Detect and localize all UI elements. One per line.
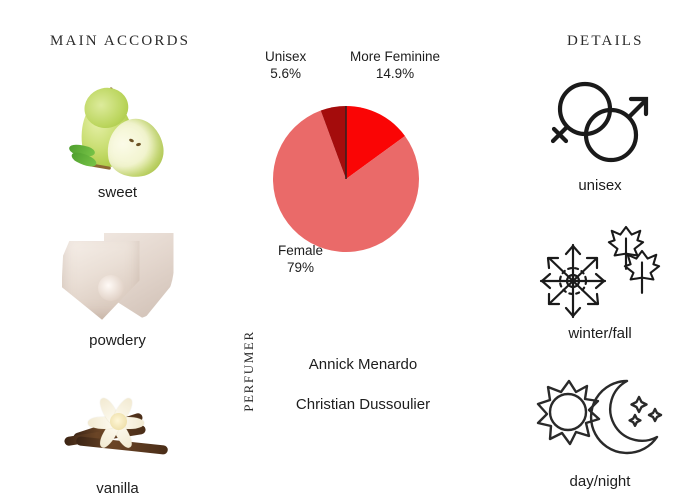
detail-label: day/night [569,473,631,490]
perfumer-name[interactable]: Christian Dussoulier [295,396,431,413]
pie-callout-value: 5.6% [270,66,302,82]
snowflake-icon [539,243,607,319]
perfumer-block: PERFUMER Annick Menardo Christian Dussou… [228,330,458,425]
pie-slice[interactable] [320,106,346,179]
powder-image [30,223,205,331]
vanilla-flower-image [30,371,205,479]
detail-label: unisex [578,177,622,194]
maple-leaf-icon [607,225,645,270]
details-heading: DETAILS [567,33,644,49]
maple-leaf-icon [623,249,661,294]
pie-slice[interactable] [273,110,420,253]
accord-label: sweet [97,184,138,201]
main-accords-column: sweet powdery [30,75,205,500]
sun-moon-icon [520,368,680,474]
pear-image [30,75,205,183]
accord-item-vanilla[interactable]: vanilla [30,371,205,500]
pie-callout-more-feminine: More Feminine 14.9% [350,48,440,83]
detail-item-winter-fall[interactable]: winter/fall [520,220,680,368]
pie-callout-name: More Feminine [350,49,441,64]
moon-icon [589,379,663,455]
pie-slice[interactable] [346,106,405,179]
pie-callout-female: Female 79% [278,242,323,277]
accord-label: powdery [89,332,146,349]
pie-callout-name: Unisex [265,49,307,64]
accord-item-powdery[interactable]: powdery [30,223,205,371]
pie-callout-unisex: Unisex 5.6% [265,48,306,83]
pie-slice-group [273,106,420,253]
main-accords-heading: MAIN ACCORDS [50,33,191,49]
details-column: unisex [520,72,680,500]
snowflake-maple-leaves-icon [520,220,680,326]
accord-label: vanilla [96,480,139,497]
pie-callout-value: 14.9% [375,66,415,82]
pie-svg [273,106,420,253]
detail-item-unisex[interactable]: unisex [520,72,680,220]
detail-item-day-night[interactable]: day/night [520,368,680,500]
detail-label: winter/fall [568,325,632,342]
gender-unisex-icon [520,72,680,178]
perfumer-name[interactable]: Annick Menardo [308,356,418,373]
pie-callout-name: Female [278,243,324,258]
pie-callout-value: 79% [286,260,315,276]
sun-icon [536,379,601,446]
accord-item-sweet[interactable]: sweet [30,75,205,223]
perfumer-axis-label: PERFUMER [241,330,256,412]
